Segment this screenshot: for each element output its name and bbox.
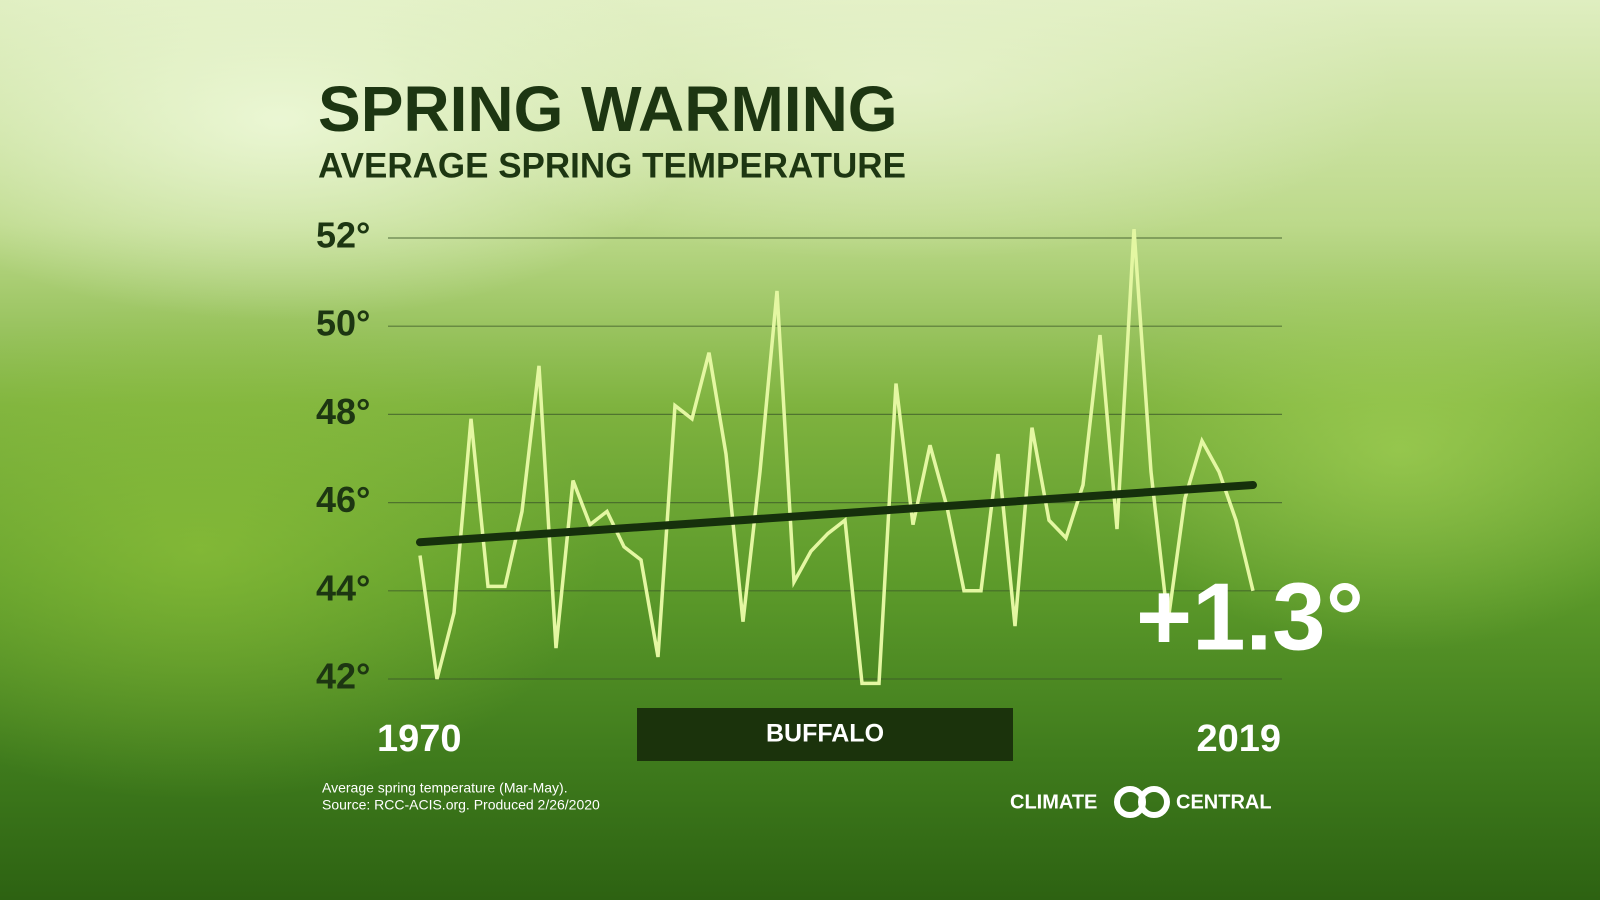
data-line — [418, 229, 1255, 686]
trend-line — [416, 480, 1257, 547]
x-tick-label: 2019 — [1196, 718, 1281, 760]
logo-text: CLIMATE — [1010, 791, 1097, 813]
y-tick-label: 48° — [316, 391, 370, 432]
location-box — [637, 708, 1013, 761]
y-tick-label: 46° — [316, 479, 370, 520]
annotation: +1.3° — [1136, 563, 1364, 670]
y-tick-label: 42° — [316, 656, 370, 697]
y-tick-label: 50° — [316, 303, 370, 344]
logo-text: CENTRAL — [1176, 791, 1272, 813]
logo-icon — [1138, 786, 1170, 818]
location-label: BUFFALO — [766, 720, 884, 748]
note: Average spring temperature (Mar-May). — [322, 780, 568, 796]
y-tick-label: 52° — [316, 215, 370, 256]
note: Source: RCC-ACIS.org. Produced 2/26/2020 — [322, 797, 600, 813]
x-tick-label: 1970 — [377, 718, 462, 760]
chart-title: SPRING WARMING — [318, 73, 898, 145]
chart-subtitle: AVERAGE SPRING TEMPERATURE — [318, 146, 906, 185]
y-tick-label: 44° — [316, 567, 370, 608]
